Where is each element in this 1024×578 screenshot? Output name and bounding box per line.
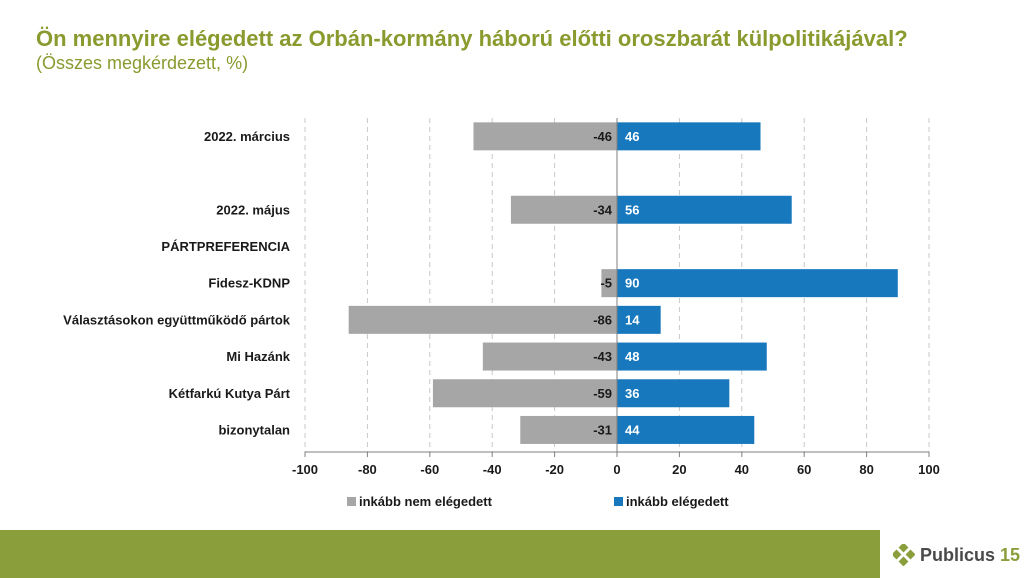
category-label: 2022. május xyxy=(216,202,290,217)
x-tick-label: 100 xyxy=(918,462,940,477)
bar-negative xyxy=(482,342,617,371)
bar-positive xyxy=(617,195,792,224)
x-tick-label: -20 xyxy=(545,462,564,477)
bar-negative xyxy=(601,269,617,298)
value-label-negative: -34 xyxy=(593,202,613,217)
value-label-negative: -31 xyxy=(593,422,612,437)
value-label-positive: 90 xyxy=(625,276,639,291)
legend-swatch-negative xyxy=(347,497,356,506)
legend-label-positive: inkább elégedett xyxy=(626,494,729,509)
bar-positive xyxy=(617,305,661,334)
logo-diamond-icon xyxy=(893,544,915,566)
x-tick-label: -40 xyxy=(483,462,502,477)
x-tick-label: 0 xyxy=(613,462,620,477)
category-label: bizonytalan xyxy=(218,422,290,437)
bar-positive xyxy=(617,269,898,298)
legend-label-negative: inkább nem elégedett xyxy=(359,494,493,509)
value-label-negative: -43 xyxy=(593,349,612,364)
x-tick-label: 80 xyxy=(859,462,873,477)
category-label: Kétfarkú Kutya Párt xyxy=(169,386,291,401)
diverging-bar-chart: 2022. március -46 46 2022. május -34 56 PÁRTPR… xyxy=(63,118,940,509)
category-label: Választásokon együttműködő pártok xyxy=(63,312,291,327)
legend-swatch-positive xyxy=(614,497,623,506)
bar-positive xyxy=(617,342,767,371)
value-label-negative: -59 xyxy=(593,386,612,401)
publicus-logo: Publicus 15 xyxy=(893,540,1020,570)
bar-negative xyxy=(473,122,617,151)
x-tick-label: -100 xyxy=(292,462,318,477)
x-tick-label: -60 xyxy=(420,462,439,477)
value-label-positive: 46 xyxy=(625,129,639,144)
value-label-negative: -86 xyxy=(593,312,612,327)
x-tick-label: -80 xyxy=(358,462,377,477)
value-label-positive: 14 xyxy=(625,312,640,327)
value-label-negative: -46 xyxy=(593,129,612,144)
category-label: 2022. március xyxy=(204,129,290,144)
value-label-positive: 48 xyxy=(625,349,639,364)
x-tick-label: 40 xyxy=(735,462,749,477)
bar-positive xyxy=(617,415,755,444)
bar-positive xyxy=(617,122,761,151)
bar-negative xyxy=(432,379,617,408)
bar-negative xyxy=(348,305,617,334)
category-label: Fidesz-KDNP xyxy=(208,276,290,291)
chart-title: Ön mennyire elégedett az Orbán-kormány h… xyxy=(36,26,908,51)
category-label: PÁRTPREFERENCIA xyxy=(161,239,290,254)
bar-negative xyxy=(520,415,617,444)
value-label-positive: 36 xyxy=(625,386,639,401)
bar-negative xyxy=(510,195,617,224)
value-label-negative: -5 xyxy=(600,276,612,291)
category-label: Mi Hazánk xyxy=(226,349,290,364)
x-tick-label: 60 xyxy=(797,462,811,477)
footer-band xyxy=(0,530,880,578)
chart-subtitle: (Összes megkérdezett, %) xyxy=(36,53,249,73)
x-tick-label: 20 xyxy=(672,462,686,477)
value-label-positive: 44 xyxy=(625,422,640,437)
value-label-positive: 56 xyxy=(625,202,639,217)
logo-badge: 15 xyxy=(1000,544,1021,565)
bar-positive xyxy=(617,379,730,408)
logo-text: Publicus xyxy=(920,544,996,565)
